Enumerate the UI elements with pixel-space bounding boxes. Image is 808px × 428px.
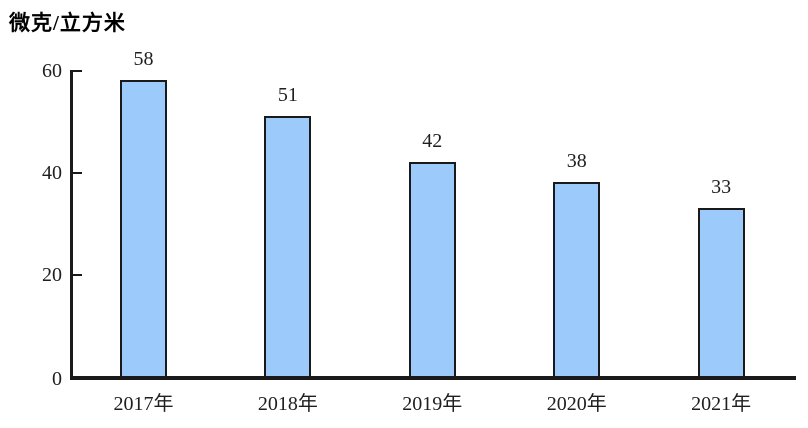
bar-value-label-2021年: 33 (711, 175, 732, 198)
y-tick-label-60: 60 (42, 60, 62, 82)
x-tick-label-2021年: 2021年 (691, 393, 752, 415)
y-tick-label-0: 0 (52, 368, 62, 390)
x-tick-label-2018年: 2018年 (257, 393, 318, 415)
x-tick-label-2017年: 2017年 (113, 393, 174, 415)
x-tick-label-2019年: 2019年 (402, 393, 463, 415)
y-tick-mark-20 (73, 274, 82, 276)
bar-2021年 (697, 207, 745, 376)
y-axis-unit-label: 微克/立方米 (9, 11, 126, 35)
bar-value-label-2019年: 42 (422, 129, 443, 152)
bar-2017年 (120, 80, 167, 376)
bar-2018年 (264, 115, 312, 376)
bar-2020年 (553, 182, 601, 376)
y-tick-mark-60 (73, 70, 82, 72)
x-axis-line (70, 376, 796, 380)
y-tick-label-40: 40 (42, 162, 62, 184)
bar-value-label-2018年: 51 (277, 83, 298, 106)
x-tick-label-2020年: 2020年 (546, 393, 607, 415)
bar-value-label-2017年: 58 (133, 48, 154, 71)
y-axis-line (70, 70, 73, 378)
bar-value-label-2020年: 38 (566, 150, 587, 173)
y-tick-label-20: 20 (42, 264, 62, 286)
y-tick-mark-40 (73, 172, 82, 174)
bar-2019年 (408, 161, 456, 376)
